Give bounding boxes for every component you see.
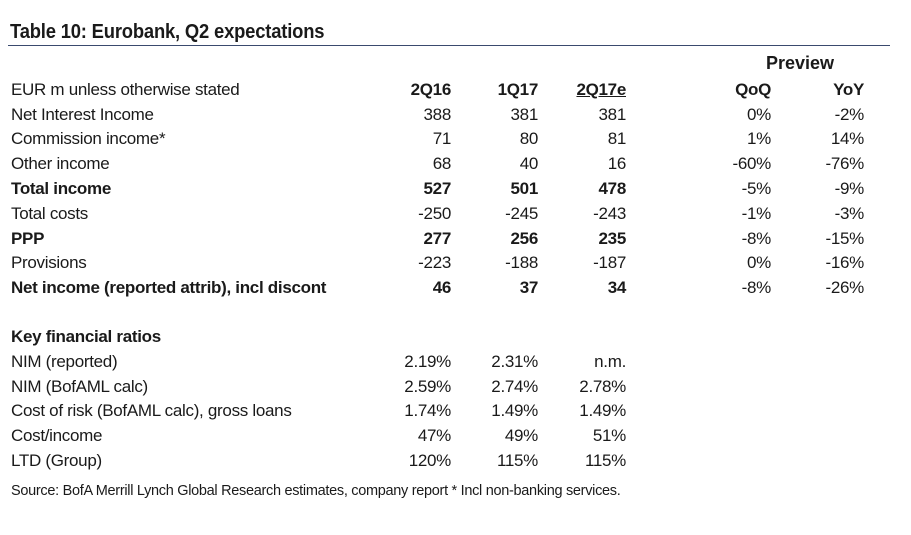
- row-label: Total income: [11, 179, 111, 198]
- cell-1q17: 381: [510, 105, 539, 124]
- row-label: Net income (reported attrib), incl disco…: [11, 278, 327, 297]
- cell-qoq: 0%: [747, 253, 771, 272]
- cell-2q16: -250: [418, 204, 451, 223]
- cell-1q17: 80: [519, 129, 539, 148]
- cell-qoq: 1%: [747, 129, 771, 148]
- row-label: Total costs: [11, 204, 89, 223]
- ratio-label: Cost/income: [11, 426, 103, 445]
- ratio-1q17: 1.49%: [491, 401, 538, 420]
- table-row: Provisions -223 -188 -187 0% -16%: [0, 253, 911, 277]
- ratio-row: NIM (BofAML calc) 2.59% 2.74% 2.78%: [0, 377, 911, 401]
- ratio-2q16: 47%: [417, 426, 451, 445]
- cell-2q16: -223: [418, 253, 451, 272]
- cell-2q17e: 381: [598, 105, 627, 124]
- cell-2q17e: -243: [593, 204, 626, 223]
- ratio-label: NIM (reported): [11, 352, 118, 371]
- table-row: Commission income* 71 80 81 1% 14%: [0, 129, 911, 153]
- ratio-row: LTD (Group) 120% 115% 115%: [0, 451, 911, 475]
- header-2q17e: 2Q17e: [576, 80, 626, 99]
- ratio-2q17e: 2.78%: [579, 377, 626, 396]
- cell-2q16: 46: [432, 278, 452, 297]
- row-label: Net Interest Income: [11, 105, 154, 124]
- cell-2q16: 68: [432, 154, 452, 173]
- header-yoy: YoY: [833, 80, 864, 99]
- cell-1q17: 256: [510, 229, 539, 248]
- table-row: Total costs -250 -245 -243 -1% -3%: [0, 204, 911, 228]
- cell-1q17: 501: [510, 179, 539, 198]
- cell-1q17: -245: [505, 204, 538, 223]
- cell-yoy: -15%: [825, 229, 865, 248]
- cell-yoy: -9%: [834, 179, 865, 198]
- table-row: Net Interest Income 388 381 381 0% -2%: [0, 105, 911, 129]
- cell-1q17: 40: [519, 154, 539, 173]
- cell-2q16: 71: [432, 129, 452, 148]
- ratio-row: Cost/income 47% 49% 51%: [0, 426, 911, 450]
- ratio-2q16: 2.59%: [404, 377, 451, 396]
- cell-2q16: 277: [423, 229, 452, 248]
- cell-yoy: -16%: [825, 253, 865, 272]
- ratio-1q17: 2.31%: [491, 352, 538, 371]
- table-row: Other income 68 40 16 -60% -76%: [0, 154, 911, 178]
- cell-qoq: -1%: [741, 204, 772, 223]
- row-label: PPP: [11, 229, 45, 248]
- row-label: Other income: [11, 154, 110, 173]
- cell-2q17e: 16: [607, 154, 627, 173]
- ratio-2q16: 120%: [408, 451, 452, 470]
- ratios-section-title: Key financial ratios: [11, 327, 161, 346]
- ratio-label: NIM (BofAML calc): [11, 377, 148, 396]
- header-1q17: 1Q17: [497, 80, 539, 99]
- cell-2q17e: 34: [607, 278, 627, 297]
- cell-yoy: 14%: [830, 129, 864, 148]
- header-label: EUR m unless otherwise stated: [11, 80, 240, 99]
- title-rule: [8, 45, 890, 46]
- cell-1q17: 37: [519, 278, 539, 297]
- ratio-row: Cost of risk (BofAML calc), gross loans …: [0, 401, 911, 425]
- cell-yoy: -3%: [834, 204, 865, 223]
- ratio-label: Cost of risk (BofAML calc), gross loans: [11, 401, 292, 420]
- ratio-2q17e: 115%: [584, 451, 626, 470]
- source-note: Source: BofA Merrill Lynch Global Resear…: [11, 483, 621, 499]
- cell-yoy: -26%: [825, 278, 865, 297]
- ratio-2q17e: 1.49%: [579, 401, 626, 420]
- cell-2q17e: 235: [598, 229, 627, 248]
- ratio-label: LTD (Group): [11, 451, 102, 470]
- table-row: PPP 277 256 235 -8% -15%: [0, 229, 911, 253]
- table-header-row: EUR m unless otherwise stated 2Q16 1Q17 …: [0, 80, 911, 104]
- cell-1q17: -188: [505, 253, 538, 272]
- ratio-2q16: 1.74%: [404, 401, 451, 420]
- cell-yoy: -76%: [825, 154, 865, 173]
- cell-2q16: 388: [423, 105, 452, 124]
- cell-2q16: 527: [423, 179, 452, 198]
- ratio-2q17e: 51%: [592, 426, 626, 445]
- ratio-1q17: 115%: [496, 451, 538, 470]
- ratio-1q17: 49%: [504, 426, 538, 445]
- ratio-2q16: 2.19%: [404, 352, 451, 371]
- header-2q16: 2Q16: [410, 80, 452, 99]
- preview-header: Preview: [766, 53, 835, 73]
- table-row: Net income (reported attrib), incl disco…: [0, 278, 911, 302]
- cell-yoy: -2%: [834, 105, 865, 124]
- ratio-1q17: 2.74%: [491, 377, 538, 396]
- cell-2q17e: 478: [598, 179, 627, 198]
- table-title: Table 10: Eurobank, Q2 expectations: [10, 21, 325, 43]
- ratio-row: NIM (reported) 2.19% 2.31% n.m.: [0, 352, 911, 376]
- cell-qoq: 0%: [747, 105, 771, 124]
- ratio-2q17e: n.m.: [594, 352, 626, 371]
- cell-qoq: -5%: [741, 179, 772, 198]
- cell-2q17e: -187: [593, 253, 626, 272]
- table-row: Total income 527 501 478 -5% -9%: [0, 179, 911, 203]
- cell-qoq: -8%: [741, 229, 772, 248]
- cell-qoq: -8%: [741, 278, 772, 297]
- cell-qoq: -60%: [732, 154, 772, 173]
- header-qoq: QoQ: [735, 80, 771, 99]
- row-label: Provisions: [11, 253, 87, 272]
- cell-2q17e: 81: [607, 129, 627, 148]
- row-label: Commission income*: [11, 129, 166, 148]
